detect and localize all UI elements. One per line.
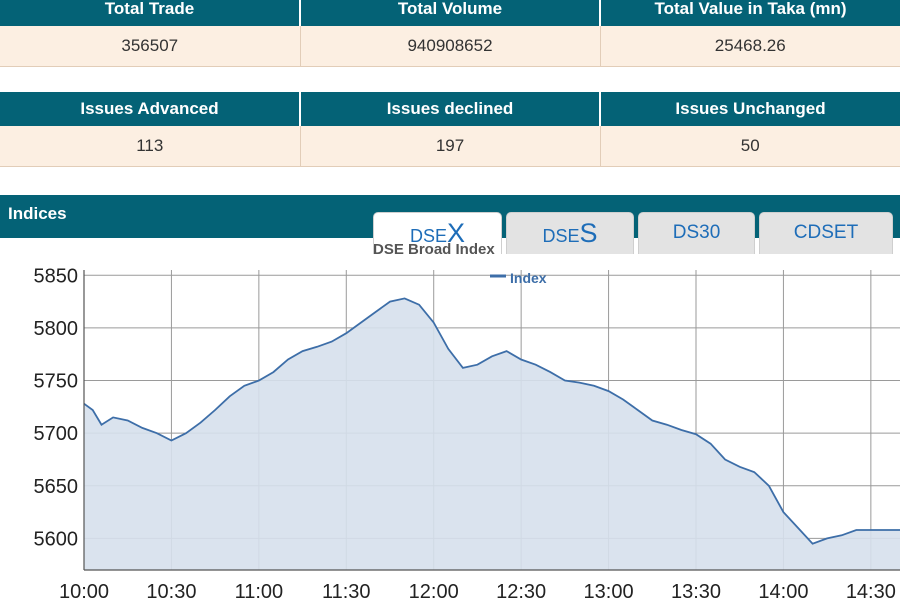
y-tick-label: 5800 [34, 318, 79, 340]
x-tick-label: 12:30 [496, 581, 546, 600]
tab-ds30-label: DS30 [672, 222, 721, 243]
legend-label[interactable]: Index [510, 270, 547, 286]
market-summary-table: Total Trade Total Volume Total Value in … [0, 0, 900, 67]
y-tick-label: 5600 [34, 528, 79, 550]
index-chart: 5600 5650 5700 5750 5800 5850 10:00 10:30 11:00… [34, 241, 900, 600]
x-tick-label: 10:00 [59, 581, 109, 600]
issues-advanced-value: 113 [0, 126, 301, 167]
index-area [84, 298, 900, 570]
index-line [83, 297, 900, 545]
tab-dses[interactable]: DSES [506, 212, 634, 254]
total-value-value: 25468.26 [600, 26, 900, 67]
tab-dsex[interactable]: DSEX [373, 212, 502, 254]
issues-unchanged-header: Issues Unchanged [600, 92, 900, 126]
x-tick-label: 12:00 [409, 581, 459, 600]
total-trade-header: Total Trade [0, 0, 301, 26]
tab-cdset-label: CDSET [793, 222, 859, 243]
total-value-header: Total Value in Taka (mn) [600, 0, 900, 26]
indices-title: Indices [8, 204, 67, 223]
issues-declined-header: Issues declined [300, 92, 601, 126]
chart-title: DSE Broad Index [373, 241, 495, 258]
total-volume-header: Total Volume [300, 0, 601, 26]
issues-advanced-header: Issues Advanced [0, 92, 301, 126]
tab-dsex-prefix: DSE [409, 226, 447, 246]
x-tick-label: 11:30 [322, 581, 371, 600]
tab-ds30[interactable]: DS30 [638, 212, 755, 254]
chart-axes [83, 270, 900, 571]
tab-dses-suffix: S [579, 218, 598, 248]
tab-dses-prefix: DSE [542, 226, 580, 246]
y-tick-label: 5650 [34, 476, 79, 498]
issues-table: Issues Advanced Issues declined Issues U… [0, 92, 900, 167]
y-tick-label: 5700 [34, 423, 79, 445]
x-tick-label: 11:00 [235, 581, 284, 600]
total-trade-value: 356507 [0, 26, 301, 67]
x-tick-label: 13:00 [584, 581, 634, 600]
x-tick-label: 14:30 [846, 581, 896, 600]
x-tick-label: 10:30 [146, 581, 196, 600]
x-tick-label: 14:00 [758, 581, 808, 600]
issues-unchanged-value: 50 [600, 126, 900, 167]
y-tick-label: 5750 [34, 371, 79, 393]
tab-cdset[interactable]: CDSET [759, 212, 893, 254]
y-axis-labels: 5600 5650 5700 5750 5800 5850 [34, 265, 79, 550]
x-tick-label: 13:30 [671, 581, 721, 600]
x-axis-labels: 10:00 10:30 11:00 11:30 12:00 12:30 13:00 13:30… [59, 581, 896, 600]
total-volume-value: 940908652 [300, 26, 601, 67]
y-tick-label: 5850 [34, 265, 79, 287]
tab-dsex-suffix: X [447, 218, 466, 248]
issues-declined-value: 197 [300, 126, 601, 167]
